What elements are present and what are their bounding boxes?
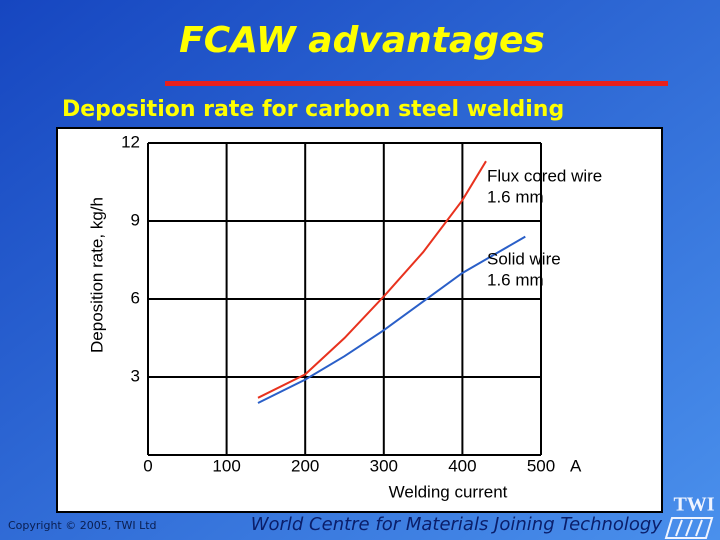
series-label: 1.6 mm	[487, 270, 544, 289]
x-tick-label: 300	[370, 456, 398, 475]
y-tick-label: 12	[121, 132, 140, 151]
data-line	[257, 160, 487, 399]
y-tick-label: 9	[131, 210, 140, 229]
y-axis-label: Deposition rate, kg/h	[87, 197, 106, 353]
y-tick-label: 6	[131, 288, 140, 307]
title-rule	[165, 81, 668, 86]
series-label: Solid wire	[487, 249, 561, 268]
x-tick-label: 100	[212, 456, 240, 475]
x-tick-label: 0	[143, 456, 152, 475]
series-label: 1.6 mm	[487, 187, 544, 206]
logo-text: TWI	[673, 494, 714, 516]
data-line	[257, 235, 526, 404]
x-tick-label: 500	[527, 456, 555, 475]
x-axis-label: Welding current	[389, 482, 508, 501]
series-label: Flux cored wire	[487, 166, 602, 185]
x-unit: A	[570, 456, 582, 475]
copyright: Copyright © 2005, TWI Ltd	[8, 519, 157, 532]
y-tick-label: 3	[131, 366, 140, 385]
slide-title: FCAW advantages	[179, 20, 545, 61]
x-tick-label: 200	[291, 456, 319, 475]
logo-mark	[664, 517, 714, 539]
chart: 0 100 200 300 400 500 A 3 6 9 12 Welding current Dep…	[87, 132, 602, 501]
tagline: World Centre for Materials Joining Techn…	[251, 514, 663, 535]
x-tick-label: 400	[448, 456, 476, 475]
slide-subtitle: Deposition rate for carbon steel welding	[62, 97, 564, 122]
chart-panel	[56, 127, 663, 513]
